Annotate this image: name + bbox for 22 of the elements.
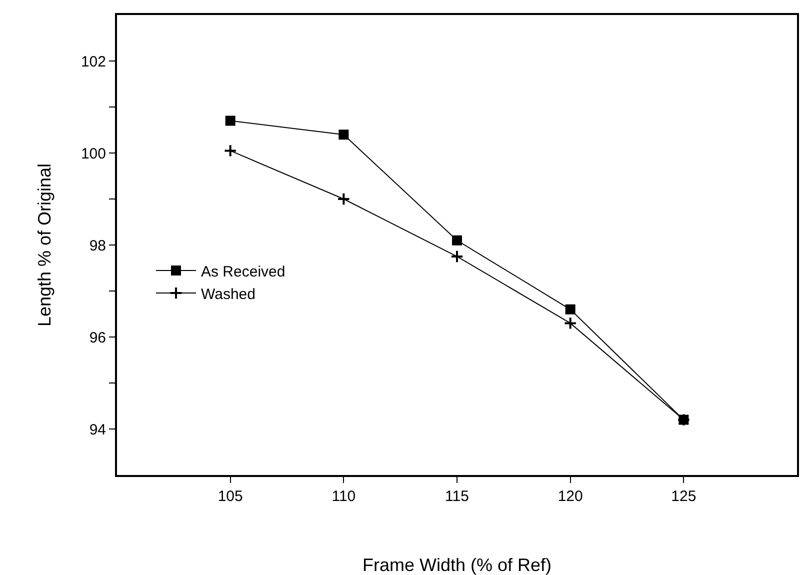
- x-tick-label: 105: [218, 488, 243, 505]
- y-tick-label: 98: [89, 237, 106, 254]
- point: [337, 192, 350, 206]
- legend-label: Washed: [201, 286, 256, 303]
- point: [452, 235, 462, 246]
- legend-label: As Received: [201, 263, 286, 280]
- x-tick-label: 120: [558, 488, 583, 505]
- x-tick-label: 115: [445, 488, 469, 505]
- point: [564, 316, 577, 330]
- point: [225, 116, 236, 126]
- x-tick-label: 125: [671, 488, 696, 505]
- y-tick-label: 94: [89, 421, 106, 438]
- x-axis-title: Frame Width (% of Ref): [362, 555, 552, 575]
- y-tick-label: 96: [89, 329, 106, 346]
- point: [565, 304, 576, 314]
- y-tick-label: 100: [80, 145, 106, 162]
- point: [224, 144, 237, 158]
- y-tick-label: 102: [80, 53, 106, 70]
- point: [338, 130, 349, 140]
- point: [450, 250, 464, 264]
- y-axis-title: Length % of Original: [34, 163, 55, 327]
- x-tick-label: 110: [332, 488, 356, 505]
